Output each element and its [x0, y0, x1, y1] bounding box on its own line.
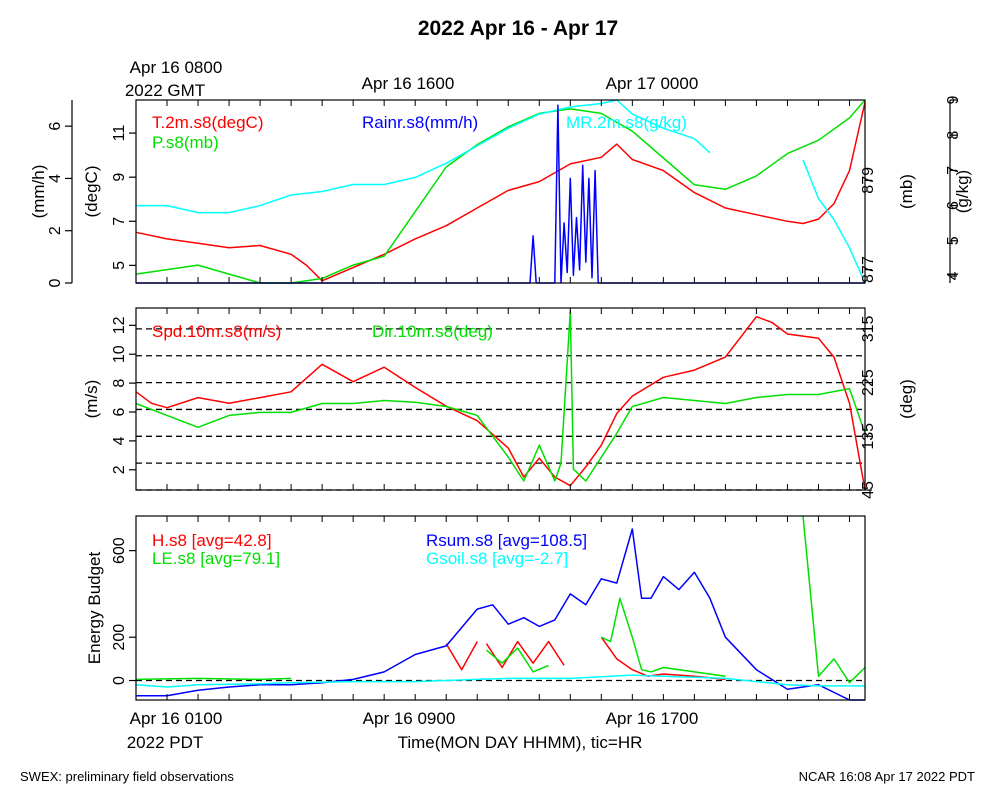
- y-tick-label: 877: [860, 256, 877, 283]
- bottom-time-label: Apr 16 0100: [130, 709, 223, 728]
- y-axis-label: (mb): [897, 174, 916, 209]
- y-tick-label: 600: [111, 537, 128, 564]
- y-axis-label: (deg): [897, 379, 916, 419]
- y-tick-label: 7: [945, 166, 962, 175]
- series-line: [135, 315, 866, 491]
- series-line: [802, 515, 866, 684]
- y-tick-label: 11: [111, 125, 128, 142]
- y-axis-label: (degC): [82, 166, 101, 218]
- top-time-label: Apr 16 0800: [130, 58, 223, 77]
- series-line: [445, 641, 478, 671]
- chart-title: 2022 Apr 16 - Apr 17: [418, 17, 618, 40]
- y-tick-label: 7: [111, 217, 128, 226]
- legend-entry: T.2m.s8(degC): [152, 113, 263, 132]
- y-tick-label: 200: [111, 624, 128, 651]
- y-tick-label: 4: [47, 174, 64, 183]
- y-tick-label: 2: [111, 465, 128, 474]
- y-tick-label: 5: [111, 261, 128, 270]
- legend-entry: Rainr.s8(mm/h): [362, 113, 478, 132]
- y-tick-label: 12: [111, 316, 128, 334]
- y-tick-label: 225: [860, 369, 877, 396]
- legend-entry: P.s8(mb): [152, 133, 219, 152]
- footer-left: SWEX: preliminary field observations: [20, 769, 234, 784]
- series-line: [600, 597, 726, 677]
- y-tick-label: 315: [860, 315, 877, 342]
- legend-entry: LE.s8 [avg=79.1]: [152, 549, 280, 568]
- panel-wind: 2 4 6 8 10 12 (m/s) 45 135 225 315 (deg) Spd.10m.s8(…: [82, 307, 916, 499]
- series-line: [135, 102, 866, 282]
- panel-energy: 0 200 600 Energy Budget H.s8 [avg=42.8]LE.s8…: [85, 515, 866, 701]
- legend-entry: Spd.10m.s8(m/s): [152, 322, 281, 341]
- y-tick-label: 8: [111, 379, 128, 388]
- y-tick-label: 8: [945, 131, 962, 140]
- y-tick-label: 4: [111, 436, 128, 445]
- y-axis-label: Energy Budget: [85, 551, 104, 664]
- y-tick-label: 879: [860, 167, 877, 194]
- y-axis-label: (mm/h): [29, 165, 48, 219]
- y-tick-label: 2: [47, 226, 64, 235]
- legend-entry: Dir.10m.s8(deg): [372, 322, 493, 341]
- plot-frame: [135, 99, 866, 284]
- y-tick-label: 5: [945, 236, 962, 245]
- series-line: [136, 528, 865, 701]
- panel-met: 0 2 4 6 (mm/h) 5 7 9 11 (degC) 877 879 (mb) 4 5 6 7 8 9 (g/…: [29, 95, 972, 287]
- y-tick-label: 6: [945, 201, 962, 210]
- bottom-timezone-label: 2022 PDT: [127, 733, 204, 752]
- legend-entry: H.s8 [avg=42.8]: [152, 531, 272, 550]
- y-tick-label: 6: [47, 122, 64, 131]
- series-line: [485, 640, 565, 669]
- y-tick-label: 0: [111, 676, 128, 685]
- series-line: [802, 159, 866, 284]
- top-time-label: Apr 17 0000: [606, 74, 699, 93]
- y-tick-label: 9: [945, 95, 962, 104]
- y-tick-label: 4: [945, 271, 962, 280]
- bottom-time-label: Apr 16 0900: [363, 709, 456, 728]
- series-line: [135, 310, 866, 482]
- legend-entry: Rsum.s8 [avg=108.5]: [426, 531, 587, 550]
- top-time-label: Apr 16 1600: [362, 74, 455, 93]
- plot-frame: [135, 307, 866, 491]
- y-tick-label: 6: [111, 407, 128, 416]
- y-tick-label: 0: [47, 278, 64, 287]
- x-axis-label: Time(MON DAY HHMM), tic=HR: [398, 733, 643, 752]
- y-tick-label: 45: [860, 481, 877, 499]
- series-line: [135, 677, 292, 681]
- y-tick-label: 135: [860, 423, 877, 450]
- footer-right: NCAR 16:08 Apr 17 2022 PDT: [799, 769, 975, 784]
- y-tick-label: 10: [111, 345, 128, 363]
- y-tick-label: 9: [111, 173, 128, 182]
- plot-frame: [135, 515, 866, 701]
- series-line: [486, 647, 549, 673]
- top-timezone-label: 2022 GMT: [125, 81, 205, 100]
- series-line: [135, 674, 865, 688]
- y-axis-label: (m/s): [82, 380, 101, 419]
- y-axis-label: (g/kg): [953, 170, 972, 213]
- legend-entry: Gsoil.s8 [avg=-2.7]: [426, 549, 568, 568]
- legend-entry: MR.2m.s8(g/kg): [566, 113, 687, 132]
- series-line: [136, 99, 711, 214]
- bottom-time-label: Apr 16 1700: [606, 709, 699, 728]
